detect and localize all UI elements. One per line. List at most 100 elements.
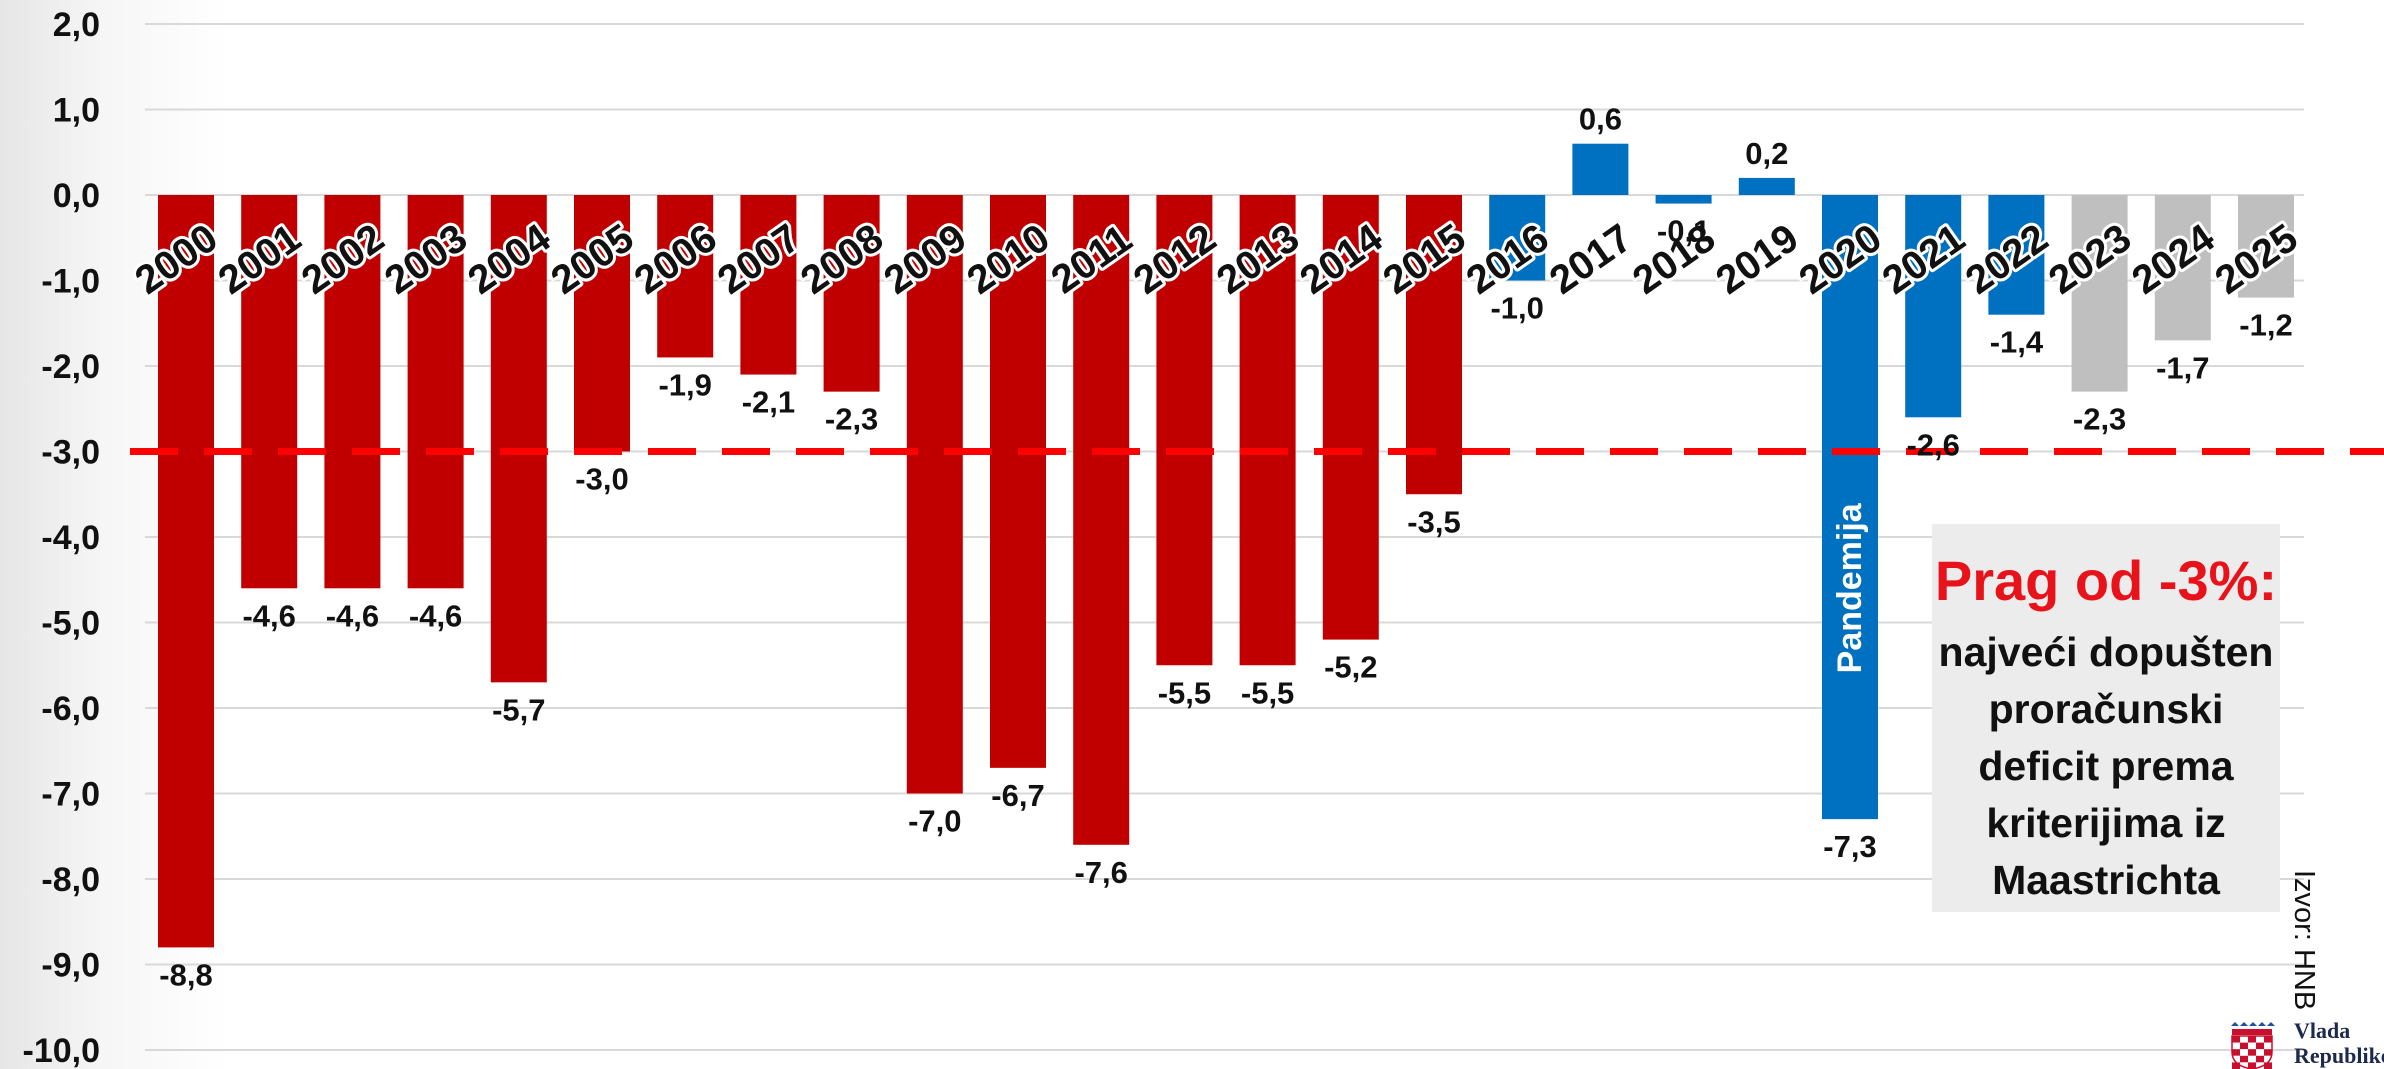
value-label-2019: 0,2 — [1745, 136, 1788, 171]
bar-2019 — [1738, 177, 1795, 195]
value-label-2014: -5,2 — [1324, 650, 1377, 685]
value-label-2017: 0,6 — [1579, 102, 1622, 137]
threshold-note-box: Prag od -3%: najveći dopušten proračunsk… — [1932, 524, 2280, 912]
bar-2015 — [1406, 195, 1462, 495]
bar-2011 — [1073, 195, 1130, 845]
value-label-2000: -8,8 — [159, 957, 212, 992]
value-label-2006: -1,9 — [658, 367, 711, 402]
value-label-2007: -2,1 — [742, 385, 795, 420]
shield-check — [2240, 1036, 2248, 1043]
shield-check — [2248, 1062, 2256, 1069]
logo-line: Republike — [2294, 1043, 2384, 1068]
shield-check — [2256, 1062, 2264, 1069]
value-label-2012: -5,5 — [1158, 675, 1211, 710]
value-label-2020: -7,3 — [1823, 829, 1876, 864]
value-label-2013: -5,5 — [1241, 675, 1294, 710]
croatian-shield-icon — [2231, 1022, 2275, 1069]
bar-2025 — [2238, 195, 2294, 298]
note-line: deficit prema — [1978, 743, 2234, 789]
value-label-2021: -2,6 — [1906, 427, 1959, 462]
note-line: Maastrichta — [1992, 857, 2220, 903]
note-line: najveći dopušten — [1938, 629, 2274, 675]
value-label-2023: -2,3 — [2073, 402, 2126, 437]
bar-2021 — [1905, 195, 1962, 418]
shield-check — [2264, 1036, 2272, 1043]
value-label-2010: -6,7 — [991, 778, 1044, 813]
y-tick-label: -8,0 — [41, 861, 100, 899]
shield-check — [2240, 1055, 2248, 1063]
bar-2016 — [1489, 195, 1546, 281]
logo-text: Vlada Republike — [2294, 1018, 2384, 1068]
value-label-2001: -4,6 — [242, 598, 295, 633]
bar-2010 — [990, 195, 1046, 768]
shield-check — [2256, 1036, 2264, 1043]
y-tick-label: -4,0 — [41, 519, 100, 557]
shield-check — [2232, 1049, 2240, 1056]
bar-2007 — [740, 195, 797, 375]
y-tick-label: -1,0 — [41, 263, 100, 301]
bar-2003 — [407, 195, 464, 589]
shield-check — [2256, 1055, 2264, 1063]
note-line: kriterijima iz — [1986, 800, 2226, 846]
bars — [158, 143, 2294, 948]
y-tick-label: -7,0 — [41, 776, 100, 814]
y-tick-label: -3,0 — [41, 434, 100, 472]
note-title: Prag od -3%: — [1934, 549, 2278, 612]
shield-check — [2264, 1049, 2272, 1056]
bar-2004 — [490, 195, 547, 683]
value-label-2011: -7,6 — [1074, 855, 1127, 890]
bar-2000 — [158, 195, 214, 948]
value-label-2022: -1,4 — [1990, 325, 2044, 360]
value-label-2002: -4,6 — [326, 598, 379, 633]
value-label-2009: -7,0 — [908, 804, 961, 839]
shield-check — [2248, 1036, 2256, 1043]
value-label-2015: -3,5 — [1407, 504, 1460, 539]
shield-check — [2232, 1062, 2240, 1069]
shield-check — [2264, 1055, 2272, 1063]
shield-check — [2248, 1042, 2256, 1050]
y-tick-label: 2,0 — [53, 6, 100, 44]
bar-2001 — [241, 195, 298, 589]
value-label-2016: -1,0 — [1490, 291, 1543, 326]
shield-check — [2232, 1036, 2240, 1043]
y-tick-label: -10,0 — [23, 1032, 101, 1069]
value-label-2003: -4,6 — [409, 598, 462, 633]
bar-2022 — [1988, 195, 2045, 315]
bar-2009 — [906, 195, 963, 794]
value-labels: -8,8 -4,6 -4,6 -4,6 -5,7 -3,0 -1,9 -2,1 -2,3 -7,0… — [159, 102, 2292, 993]
shield-check — [2264, 1042, 2272, 1050]
value-label-2024: -1,7 — [2156, 350, 2209, 385]
shield-check — [2264, 1062, 2272, 1069]
shield-check — [2248, 1049, 2256, 1056]
value-label-2025: -1,2 — [2239, 308, 2292, 343]
value-label-2008: -2,3 — [825, 402, 878, 437]
value-label-2004: -5,7 — [492, 692, 545, 727]
bar-2005 — [574, 195, 630, 452]
y-axis: 2,0 1,0 0,0 -1,0 -2,0 -3,0 -4,0 -5,0 -6,0 -7,0 -8,… — [23, 6, 101, 1069]
bar-2014 — [1322, 195, 1379, 640]
shield-check — [2240, 1062, 2248, 1069]
shield-check — [2232, 1042, 2240, 1050]
y-tick-label: 1,0 — [53, 92, 100, 130]
source-label: Izvor: HNB — [2288, 870, 2320, 1011]
y-tick-label: -2,0 — [41, 348, 100, 386]
note-body: najveći dopušten proračunski deficit pre… — [1932, 624, 2280, 909]
y-tick-label: 0,0 — [53, 177, 100, 215]
y-tick-label: -6,0 — [41, 690, 100, 728]
pandemic-annotation: Pandemija — [1831, 502, 1869, 673]
government-logo: Vlada Republike — [2228, 1018, 2384, 1069]
shield-check — [2240, 1042, 2248, 1050]
x-tick-label-2017: 2017 — [1542, 216, 1640, 303]
bar-2018 — [1655, 195, 1712, 204]
bar-2020 — [1822, 195, 1878, 820]
shield-check — [2232, 1055, 2240, 1063]
bar-2024 — [2154, 195, 2211, 341]
bar-2002 — [324, 195, 381, 589]
shield-check — [2240, 1049, 2248, 1056]
shield-check — [2256, 1042, 2264, 1050]
bar-2006 — [657, 195, 714, 358]
bar-2012 — [1156, 195, 1213, 666]
y-tick-label: -9,0 — [41, 947, 100, 985]
x-tick-label-2019: 2019 — [1708, 216, 1806, 303]
